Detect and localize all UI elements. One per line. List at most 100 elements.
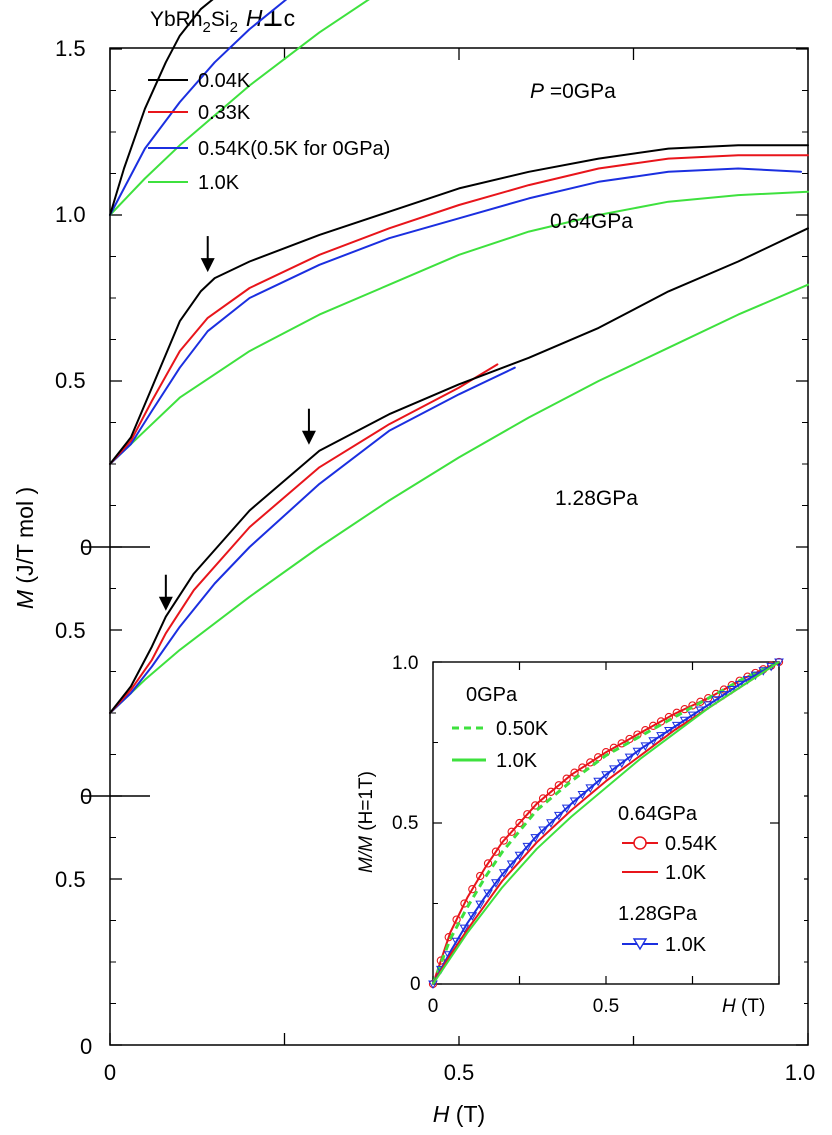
inset-series-1.28gpa-1.0k-marker — [428, 980, 438, 990]
main-ticks — [82, 48, 809, 1046]
xtick-1.0: 1.0 — [785, 1060, 816, 1085]
series-0.64gpa-0.33k — [109, 154, 809, 465]
transition-arrows — [158, 236, 316, 611]
inset-ytick-0.5: 0.5 — [392, 813, 418, 834]
inset-series-0.64gpa-0.54k-marker — [483, 859, 493, 868]
inset-series-1.28gpa-1.0k-marker — [561, 804, 572, 814]
inset-legend-group-0gpa: 0GPa — [466, 684, 518, 706]
inset-background — [388, 648, 804, 1036]
inset-series-0.64gpa-0.54k-marker — [656, 717, 666, 726]
inset-series-0.64gpa-0.54k-marker — [719, 685, 729, 694]
pressure-label-0gpa: P =0GPa — [530, 80, 616, 103]
inset-series-0.64gpa-0.54k-marker — [688, 701, 697, 710]
inset-series-0.64gpa-0.54k-marker — [570, 768, 579, 777]
inset-series-0.64gpa-0.54k-marker — [476, 871, 485, 881]
ytick-panel1-0.5: 0.5 — [55, 618, 86, 643]
inset-legend-group-0.64gpa: 0.64GPa — [618, 803, 698, 825]
inset-series-1.28gpa-1.0k — [432, 661, 780, 985]
inset-series-0.64gpa-0.54k-marker — [586, 758, 595, 767]
inset-series-0.64gpa-0.54k-marker — [523, 810, 532, 819]
ytick-panel2-0.5: 0.5 — [55, 867, 86, 892]
inset-series-1.28gpa-1.0k-marker — [671, 721, 682, 731]
series-1.28gpa-0.54k — [109, 366, 516, 714]
legend-label-0.33k: 0.33K — [198, 102, 251, 124]
inset-series-1.28gpa-1.0k-marker — [475, 900, 486, 910]
inset-series-1.28gpa-1.0k-marker — [585, 784, 596, 793]
chart-title: YbRh2Si2 H⊥c — [150, 5, 295, 36]
ytick-panel0-1.5: 1.5 — [55, 36, 86, 61]
legend-label-0.04k: 0.04K — [198, 70, 251, 92]
inset-series-0.64gpa-0.54k-marker — [515, 818, 524, 828]
inset-series-1.28gpa-1.0k-marker — [616, 759, 627, 768]
arrow-head-1 — [301, 430, 316, 445]
ytick-panel2-0: 0 — [80, 1034, 92, 1059]
inset-legend-label-0.50k: 0.50K — [496, 718, 549, 740]
inset-series-1.28gpa-1.0k-marker — [640, 742, 651, 751]
inset-xtick-0.5: 0.5 — [593, 996, 619, 1017]
inset-series-0.64gpa-0.54k-marker — [711, 689, 721, 699]
main-legend: 0.04K 0.33K 0.54K(0.5K for 0GPa) 1.0K — [148, 70, 390, 194]
inset-legend-group-1.28gpa: 1.28GPa — [618, 903, 698, 925]
inset-xtick-0: 0 — [428, 996, 439, 1017]
inset-series-1.28gpa-1.0k-marker — [711, 696, 721, 705]
inset-series-0.64gpa-0.54k-marker — [531, 801, 540, 810]
inset-series-0.64gpa-0.54k-marker — [507, 827, 516, 836]
inset-series-1.28gpa-1.0k-marker — [719, 691, 729, 700]
inset-series-1.28gpa-1.0k-marker — [530, 834, 541, 843]
inset-series-0.64gpa-0.54k-marker — [468, 885, 477, 894]
inset-legend-label-0gpa-1.0k: 1.0K — [496, 750, 538, 772]
inset-series-0.64gpa-0.54k-marker — [452, 915, 461, 924]
inset-series-1.28gpa-1.0k-marker — [483, 889, 493, 898]
inset-series-0.64gpa-0.54k-marker — [546, 787, 556, 796]
inset-series-0.64gpa-0.54k-marker — [578, 763, 587, 772]
inset-series-1.28gpa-1.0k-marker — [656, 732, 666, 741]
inset-series-1.28gpa-1.0k-marker — [601, 771, 611, 780]
x-axis-label: H (T) — [433, 1101, 485, 1127]
inset-series-1.28gpa-1.0k-marker — [664, 726, 674, 736]
inset-legend-label-1.28gpa-1.0k: 1.0K — [665, 934, 707, 956]
arrow-head-2 — [158, 596, 173, 611]
inset-series-1.28gpa-1.0k-marker — [577, 790, 588, 800]
inset-series-1.28gpa-1.0k-marker — [648, 737, 659, 746]
series-0gpa-0.50k — [109, 0, 288, 216]
inset-plot: 1.0 0.5 0 0 0.5 H (T) M/M (H=1T) 0GPa 0.… — [356, 648, 804, 1036]
inset-series-1.28gpa-1.0k-marker — [679, 716, 690, 726]
xtick-0: 0 — [104, 1060, 116, 1085]
inset-x-axis-label: H (T) — [722, 996, 765, 1017]
pressure-label-0.64gpa: 0.64GPa — [550, 210, 633, 233]
ytick-panel0-1.0: 1.0 — [55, 202, 86, 227]
inset-series-0.64gpa-0.54k-marker — [562, 774, 571, 783]
series-1.28gpa-0.04k — [109, 227, 809, 714]
inset-series-0.64gpa-0.54k-marker — [625, 734, 634, 744]
inset-series — [428, 657, 784, 990]
pressure-label-1.28gpa: 1.28GPa — [555, 487, 638, 510]
inset-legend-label-0.64gpa-1.0k: 1.0K — [665, 862, 707, 884]
inset-series-1.28gpa-1.0k-marker — [522, 842, 533, 852]
inset-series-1.28gpa-1.0k-marker — [687, 711, 698, 721]
inset-legend-label-0.54k: 0.54K — [665, 833, 718, 855]
y-axis-label: M (J/T mol ) — [12, 487, 38, 609]
legend-label-0.54k: 0.54K(0.5K for 0GPa) — [198, 138, 390, 160]
main-series — [109, 0, 809, 714]
series-0.64gpa-0.04k — [109, 144, 809, 465]
inset-series-0.64gpa-0.54k-marker — [554, 781, 563, 790]
series-1.28gpa-1.0k — [109, 283, 809, 714]
inset-series-1.28gpa-1.0k-marker — [632, 747, 643, 757]
inset-series-1.28gpa-1.0k-marker — [703, 701, 714, 710]
inset-legend-marker-triangle — [632, 938, 648, 951]
inset-series-1.28gpa-1.0k-marker — [491, 879, 501, 888]
series-1.28gpa-0.33k — [109, 363, 499, 714]
inset-ytick-1.0: 1.0 — [392, 653, 418, 674]
inset-series-1.28gpa-1.0k-marker — [734, 680, 745, 690]
inset-series-1.28gpa-1.0k-marker — [538, 826, 548, 836]
inset-series-0gpa-0.50k — [431, 660, 780, 985]
inset-y-axis-label: M/M (H=1T) — [356, 771, 377, 873]
inset-series-0.64gpa-0.54k-marker — [499, 836, 508, 845]
inset-series-0.64gpa-0.54k-marker — [538, 794, 548, 803]
legend-label-1.0k: 1.0K — [198, 172, 240, 194]
series-0.64gpa-1.0k — [109, 190, 809, 465]
series-0.64gpa-0.54k — [109, 167, 802, 465]
xtick-0.5: 0.5 — [444, 1060, 475, 1085]
arrow-head-0 — [200, 258, 215, 273]
